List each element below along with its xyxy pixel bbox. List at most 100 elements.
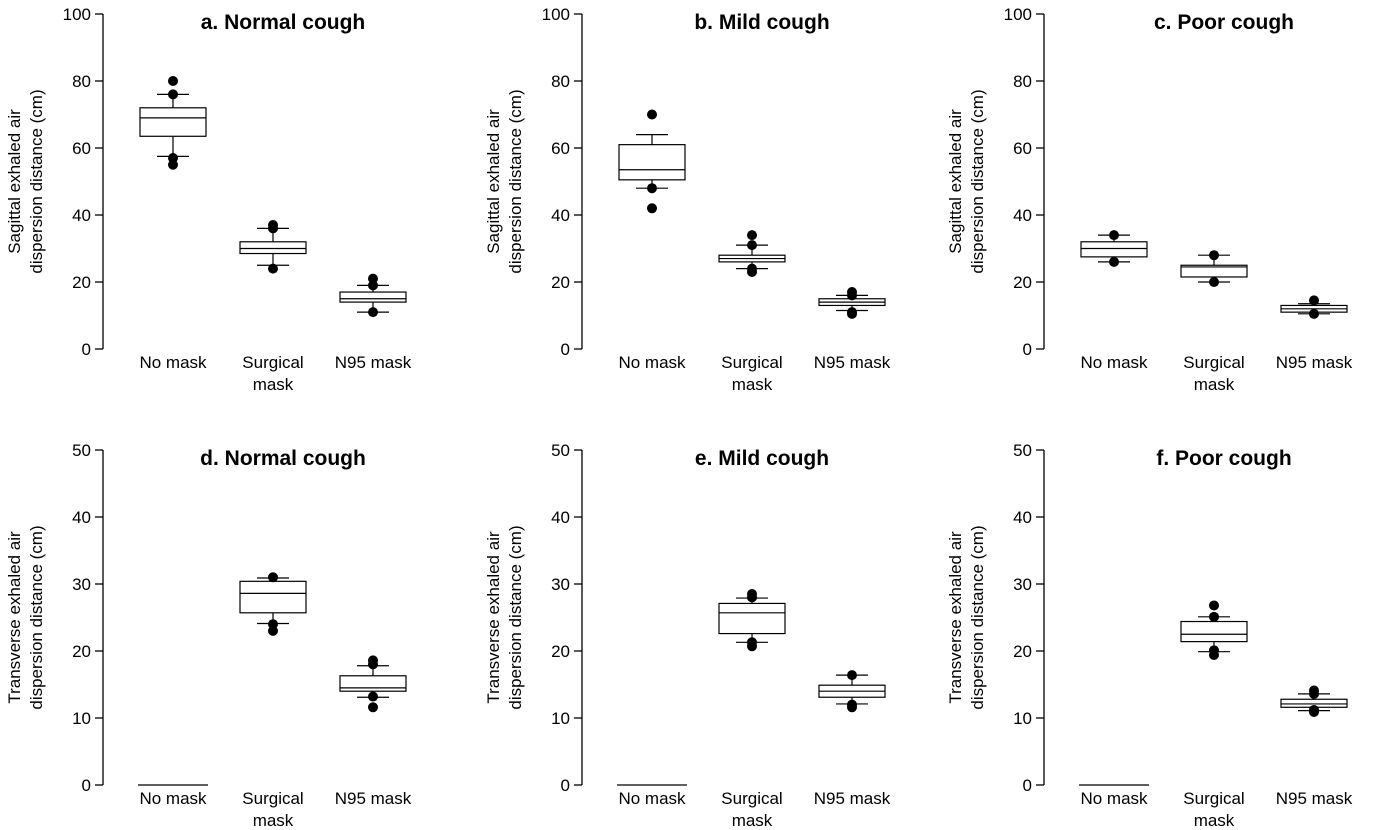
category-label: N95 mask	[335, 789, 412, 808]
outlier-point	[747, 266, 757, 277]
box	[618, 144, 686, 181]
y-axis-title: Transverse exhaled air dispersion distanc…	[484, 525, 525, 709]
y-axis-title-line: dispersion distance (cm)	[27, 525, 46, 709]
y-tick-label: 100	[63, 5, 91, 24]
outlier-point	[1209, 600, 1219, 611]
y-axis-title-line: dispersion distance (cm)	[506, 525, 525, 709]
outlier-point	[268, 572, 278, 583]
y-tick-label: 60	[72, 139, 91, 158]
y-tick-label: 80	[1013, 72, 1032, 91]
category-label: Surgical	[242, 789, 303, 808]
box	[339, 675, 407, 692]
panel-title: d. Normal cough	[200, 447, 366, 470]
category-label: No mask	[1080, 789, 1148, 808]
y-axis-title-line: Sagittal exhaled air	[5, 109, 24, 254]
panel-title: c. Poor cough	[1154, 11, 1294, 34]
category-label: N95 mask	[814, 789, 891, 808]
outlier-point	[647, 109, 657, 120]
category-label: mask	[1194, 811, 1235, 830]
outlier-point	[847, 702, 857, 713]
category-label: Surgical	[1183, 789, 1244, 808]
outlier-point	[368, 702, 378, 713]
outlier-point	[747, 641, 757, 652]
panel-title: e. Mild cough	[695, 447, 829, 470]
outlier-point	[847, 670, 857, 681]
outlier-point	[368, 659, 378, 670]
outlier-point	[1309, 688, 1319, 699]
y-axis-title-line: Sagittal exhaled air	[946, 109, 965, 254]
outlier-point	[1309, 706, 1319, 717]
outlier-point	[1109, 256, 1119, 267]
outlier-point	[1209, 250, 1219, 261]
outlier-point	[1209, 650, 1219, 661]
y-tick-label: 20	[1013, 642, 1032, 661]
y-tick-label: 0	[1023, 340, 1032, 359]
outlier-point	[647, 203, 657, 214]
panel-2: 0 20 40 60 80 100 Sagittal exhaled air dispersi…	[484, 5, 891, 394]
category-label: mask	[253, 811, 294, 830]
category-label: No mask	[1080, 353, 1148, 372]
y-tick-label: 30	[72, 575, 91, 594]
panel-3: 0 20 40 60 80 100 Sagittal exhaled air dispersi…	[946, 5, 1353, 394]
category-label: Surgical	[242, 353, 303, 372]
outlier-point	[747, 592, 757, 603]
y-tick-label: 100	[542, 5, 570, 24]
y-axis-title: Transverse exhaled air dispersion distanc…	[5, 525, 46, 709]
y-tick-label: 80	[72, 72, 91, 91]
box	[239, 241, 307, 255]
category-label: No mask	[139, 789, 207, 808]
category-label: N95 mask	[335, 353, 412, 372]
y-tick-label: 0	[561, 340, 570, 359]
box	[718, 602, 786, 635]
panel-4: 0 10 20 30 40 50 Transverse exhaled air dispers…	[5, 441, 412, 830]
category-label: No mask	[618, 789, 686, 808]
y-tick-label: 50	[551, 441, 570, 460]
y-tick-label: 100	[1004, 5, 1032, 24]
outlier-point	[168, 159, 178, 170]
category-label: mask	[253, 375, 294, 394]
outlier-point	[168, 76, 178, 86]
category-label: No mask	[139, 353, 207, 372]
y-axis-title-line: dispersion distance (cm)	[27, 89, 46, 273]
outlier-point	[1209, 611, 1219, 622]
category-label: No mask	[618, 353, 686, 372]
y-axis-title: Transverse exhaled air dispersion distanc…	[946, 525, 987, 709]
box	[1180, 620, 1248, 643]
y-axis-title-line: Sagittal exhaled air	[484, 109, 503, 254]
y-tick-label: 20	[551, 273, 570, 292]
y-tick-label: 40	[1013, 206, 1032, 225]
y-axis-title-line: Transverse exhaled air	[484, 531, 503, 704]
outlier-point	[368, 307, 378, 318]
outlier-point	[1309, 308, 1319, 319]
y-tick-label: 20	[551, 642, 570, 661]
y-axis-title-line: dispersion distance (cm)	[506, 89, 525, 273]
y-tick-label: 40	[551, 206, 570, 225]
y-axis-title-line: dispersion distance (cm)	[968, 89, 987, 273]
outlier-point	[747, 240, 757, 251]
outlier-point	[647, 183, 657, 194]
y-tick-label: 50	[1013, 441, 1032, 460]
y-tick-label: 50	[72, 441, 91, 460]
category-label: Surgical	[1183, 353, 1244, 372]
y-tick-label: 60	[1013, 139, 1032, 158]
y-tick-label: 40	[72, 206, 91, 225]
y-tick-label: 40	[72, 508, 91, 527]
y-tick-label: 20	[72, 273, 91, 292]
outlier-point	[747, 230, 757, 241]
y-tick-label: 20	[1013, 273, 1032, 292]
y-tick-label: 40	[1013, 508, 1032, 527]
outlier-point	[268, 263, 278, 274]
panel-title: b. Mild cough	[694, 11, 829, 34]
outlier-point	[368, 691, 378, 702]
category-label: Surgical	[721, 353, 782, 372]
y-tick-label: 0	[1023, 776, 1032, 795]
outlier-point	[1109, 230, 1119, 241]
outlier-point	[368, 280, 378, 291]
category-label: N95 mask	[814, 353, 891, 372]
y-tick-label: 20	[72, 642, 91, 661]
category-label: N95 mask	[1276, 353, 1353, 372]
outlier-point	[847, 308, 857, 319]
box	[239, 580, 307, 614]
category-label: mask	[732, 811, 773, 830]
outlier-point	[1309, 295, 1319, 306]
